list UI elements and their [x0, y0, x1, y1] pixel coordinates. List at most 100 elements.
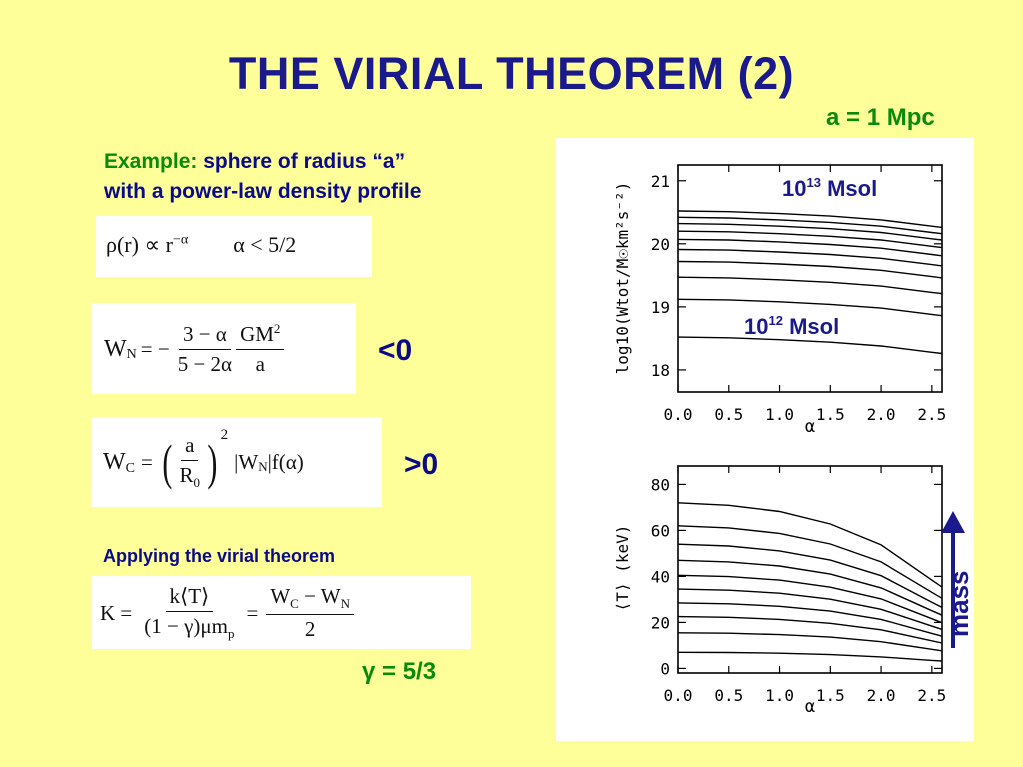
energy-series-line-4 [677, 248, 943, 267]
energy-series-line-0 [677, 336, 943, 355]
annotation-upper-base: 10 [782, 176, 806, 201]
annotation-upper-unit: Msol [821, 176, 877, 201]
k-equation: K = k⟨T⟩ (1 − γ)μmp = WC − WN 2 [92, 576, 471, 649]
chart-temperature-xlabel: α [805, 697, 815, 717]
k-den1-wrap: (1 − γ)μmp [140, 612, 238, 642]
energy-ytick-label-0: 18 [651, 361, 670, 380]
wn-den1: 5 − 2α [177, 351, 233, 376]
radius-label: a = 1 Mpc [826, 104, 935, 131]
energy-series-line-5 [677, 238, 943, 257]
energy-xtick-label-2: 1.0 [765, 405, 794, 424]
chart-energy: 0.0 0.5 1.0 1.5 2.0 2.5 18 19 20 21 α log10(Wtot… [613, 164, 946, 437]
energy-ytick-label-1: 19 [651, 298, 670, 317]
energy-xtick-label-1: 0.5 [714, 405, 743, 424]
k-num2-wrap: WC − WN [266, 583, 354, 616]
density-exponent: −α [173, 232, 189, 248]
chart-temperature: 0.0 0.5 1.0 1.5 2.0 2.5 0 20 40 60 80 α ⟨T⟩ (keV) [613, 465, 946, 717]
wn-frac2: GM2 a [236, 321, 285, 377]
chart-temperature-lines [677, 502, 943, 662]
mass-label: mass [944, 570, 974, 638]
plot-panel: 0.0 0.5 1.0 1.5 2.0 2.5 18 19 20 21 α log10(Wtot… [556, 138, 974, 741]
chart-temperature-ylabel: ⟨T⟩ (keV) [613, 525, 632, 612]
energy-series-line-2 [677, 276, 943, 295]
energy-xtick-label-0: 0.0 [664, 405, 693, 424]
k-den2: 2 [304, 617, 316, 642]
chart-energy-xticks: 0.0 0.5 1.0 1.5 2.0 2.5 [664, 165, 946, 424]
k-den1: (1 − γ)μm [144, 613, 228, 638]
k-num1: k⟨T⟩ [165, 584, 214, 612]
k-num2: W [270, 583, 291, 608]
temperature-xtick-label-0: 0.0 [664, 686, 693, 705]
k-lhs: K = [100, 600, 133, 625]
energy-series-line-1 [677, 298, 943, 317]
temperature-ytick-label-1: 20 [651, 613, 670, 632]
annotation-lower-unit: Msol [783, 314, 839, 339]
chart-temperature-xticks: 0.0 0.5 1.0 1.5 2.0 2.5 [664, 466, 946, 705]
annotation-upper-mass: 1013 Msol [782, 175, 877, 201]
temperature-series-line-9 [677, 502, 943, 588]
wc-sign: >0 [404, 448, 439, 481]
gamma-label: γ = 5/3 [362, 658, 437, 685]
wc-tail: |W [234, 449, 259, 474]
temperature-series-line-0 [677, 651, 943, 662]
k-num2-sub2: N [340, 596, 350, 612]
wn-eq: = − [140, 336, 170, 361]
chart-temperature-yticks: 0 20 40 60 80 [651, 475, 942, 678]
wn-lhs: W [104, 335, 127, 362]
energy-series-line-8 [677, 216, 943, 235]
energy-ytick-label-3: 21 [651, 172, 670, 191]
wc-lhs: W [103, 448, 126, 475]
wn-num2: GM [240, 322, 274, 346]
temperature-xtick-label-2: 1.0 [765, 686, 794, 705]
wc-frac: a R0 [176, 433, 205, 491]
wc-den-sub: 0 [193, 475, 201, 491]
applying-label: Applying the virial theorem [103, 546, 336, 566]
energy-series-line-3 [677, 260, 943, 279]
example-prefix: Example: [104, 150, 198, 173]
k-frac1: k⟨T⟩ (1 − γ)μmp [140, 584, 238, 642]
chart-energy-ylabel: log10(Wtot/M☉km²s⁻²) [613, 182, 632, 375]
k-eq: = [246, 600, 259, 625]
energy-xtick-label-4: 2.0 [867, 405, 896, 424]
wn-den2: a [255, 352, 265, 376]
temperature-ytick-label-0: 0 [660, 659, 670, 678]
mass-arrow-icon [941, 511, 965, 648]
wc-sub: C [125, 461, 135, 476]
example-line2: with a power-law density profile [104, 180, 422, 203]
temperature-series-line-6 [677, 559, 943, 616]
wn-num2-wrap: GM2 [236, 321, 285, 350]
annotation-lower-base: 10 [744, 314, 768, 339]
energy-xtick-label-3: 1.5 [816, 405, 845, 424]
temperature-series-line-7 [677, 543, 943, 609]
wn-num1: 3 − α [178, 322, 231, 350]
wc-den: R [179, 462, 194, 487]
temperature-series-line-8 [677, 525, 943, 599]
chart-energy-yticks: 18 19 20 21 [651, 172, 942, 380]
temperature-series-line-4 [677, 588, 943, 631]
density-equation: ρ(r) ∝ r−α α < 5/2 [96, 216, 372, 277]
example-line1: sphere of radius “a” [203, 150, 406, 173]
chart-energy-frame [677, 164, 943, 393]
chart-temperature-frame [677, 465, 943, 674]
temperature-xtick-label-3: 1.5 [816, 686, 845, 705]
wc-eq: = [141, 449, 153, 474]
k-num2-sub: C [290, 596, 299, 612]
k-den1-sub: p [227, 626, 235, 642]
plots-svg: 0.0 0.5 1.0 1.5 2.0 2.5 18 19 20 21 α log10(Wtot… [613, 164, 965, 717]
k-frac2: WC − WN 2 [266, 584, 354, 642]
temperature-ytick-label-3: 60 [651, 521, 670, 540]
density-condition: α < 5/2 [233, 232, 297, 257]
energy-series-line-7 [677, 222, 943, 241]
example-text: Example: sphere of radius “a” with a pow… [104, 147, 421, 207]
energy-xtick-label-5: 2.5 [917, 405, 946, 424]
wc-tail-sub: N [258, 459, 268, 474]
temperature-series-line-1 [677, 632, 943, 652]
annotation-upper-exp: 13 [806, 175, 820, 190]
temperature-series-line-2 [677, 615, 943, 644]
temperature-xtick-label-4: 2.0 [867, 686, 896, 705]
wc-den-wrap: R0 [176, 461, 205, 491]
temperature-ytick-label-4: 80 [651, 475, 670, 494]
